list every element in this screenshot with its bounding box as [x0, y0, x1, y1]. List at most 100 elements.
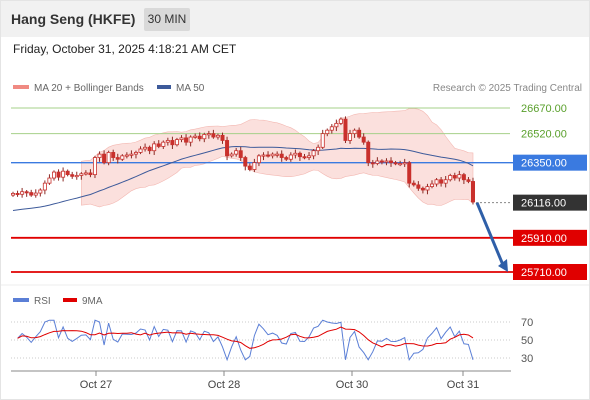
candle	[343, 118, 348, 141]
candle	[375, 160, 380, 164]
candle	[297, 152, 302, 158]
timestamp: Friday, October 31, 2025 4:18:21 AM CET	[13, 42, 237, 56]
level-tag-26116.00	[513, 194, 587, 211]
candle	[33, 192, 38, 196]
candle	[252, 162, 257, 170]
candle	[266, 154, 271, 157]
level-tag-25710.00	[513, 264, 587, 280]
candle	[284, 157, 289, 160]
candle	[366, 141, 371, 164]
candle	[129, 153, 134, 156]
bollinger-band	[81, 108, 474, 208]
candle	[138, 148, 143, 153]
header-bar: Hang Seng (HKFE) 30 MIN	[1, 1, 589, 37]
x-tick-label: Oct 28	[208, 379, 240, 391]
x-tick-label: Oct 31	[447, 379, 479, 391]
candle	[261, 154, 266, 157]
candle	[334, 122, 339, 128]
candle	[42, 182, 47, 191]
rsi-tick-30: 30	[521, 353, 533, 365]
level-label-26116.00: 26116.00	[521, 198, 566, 210]
candle	[15, 193, 20, 196]
candle	[425, 186, 430, 191]
candle	[156, 143, 161, 147]
bb-legend-swatch	[13, 85, 29, 89]
candle	[393, 162, 398, 165]
candle	[152, 143, 157, 152]
candle	[329, 126, 334, 131]
candle	[434, 179, 439, 185]
candle	[311, 150, 316, 157]
rsi-legend-swatch	[13, 298, 29, 302]
level-tag-26350.00	[513, 154, 587, 171]
candle	[361, 136, 366, 143]
level-label-25910.00: 25910.00	[521, 233, 567, 245]
candle	[79, 173, 84, 176]
candle	[320, 133, 325, 148]
ma50-legend-label: MA 50	[176, 83, 205, 94]
instrument-title: Hang Seng (HKFE)	[11, 11, 136, 27]
level-label-26350.00: 26350.00	[521, 158, 567, 170]
rsi-ma-legend-swatch	[63, 298, 77, 302]
candle	[270, 153, 275, 157]
candle	[38, 189, 43, 194]
candle	[357, 129, 362, 138]
candle	[389, 160, 394, 164]
candle	[92, 157, 97, 176]
x-tick-label: Oct 30	[336, 379, 368, 391]
level-label-25710.00: 25710.00	[521, 267, 567, 279]
candle	[111, 152, 116, 158]
candle	[147, 146, 152, 152]
candle	[124, 154, 129, 157]
ma50-line	[12, 145, 474, 211]
candle	[256, 155, 261, 164]
candle	[352, 129, 357, 135]
candle	[206, 133, 211, 136]
level-label-26670.00: 26670.00	[521, 103, 567, 115]
bb-legend-label: MA 20 + Bollinger Bands	[34, 83, 144, 94]
candle	[61, 170, 66, 178]
rsi-line	[17, 319, 474, 362]
candle	[11, 193, 15, 196]
prediction-arrowhead	[498, 259, 508, 272]
candle	[165, 140, 170, 143]
candle	[411, 182, 416, 186]
rsi-tick-50: 50	[521, 335, 533, 347]
candle	[338, 118, 343, 124]
candle	[275, 153, 280, 156]
candle	[379, 160, 384, 163]
candle	[293, 152, 298, 156]
candle	[471, 181, 475, 203]
candle	[215, 134, 220, 138]
timeframe-button[interactable]: 30 MIN	[144, 8, 190, 31]
candle	[174, 139, 179, 146]
rsi-legend-label: RSI	[34, 296, 51, 307]
candle	[83, 172, 88, 175]
candle	[238, 150, 243, 158]
candle	[439, 179, 444, 184]
candle	[430, 183, 435, 187]
candle	[402, 162, 407, 165]
candle	[120, 155, 125, 160]
candle	[457, 174, 462, 179]
candle	[56, 171, 61, 178]
credit-text: Research © 2025 Trading Central	[433, 83, 582, 94]
candle	[234, 150, 239, 155]
candle	[70, 174, 75, 177]
candle	[202, 134, 207, 140]
candle	[302, 156, 307, 159]
candle	[74, 175, 79, 178]
candle	[461, 174, 466, 181]
candle	[466, 179, 471, 182]
candle	[20, 191, 25, 195]
ma50-legend-swatch	[157, 85, 171, 89]
candle	[443, 179, 448, 184]
candle	[448, 175, 453, 181]
candle	[384, 160, 389, 163]
rsi-ma-legend-label: 9MA	[82, 296, 103, 307]
candle	[452, 175, 457, 179]
candle	[416, 184, 421, 189]
candle	[115, 157, 120, 160]
